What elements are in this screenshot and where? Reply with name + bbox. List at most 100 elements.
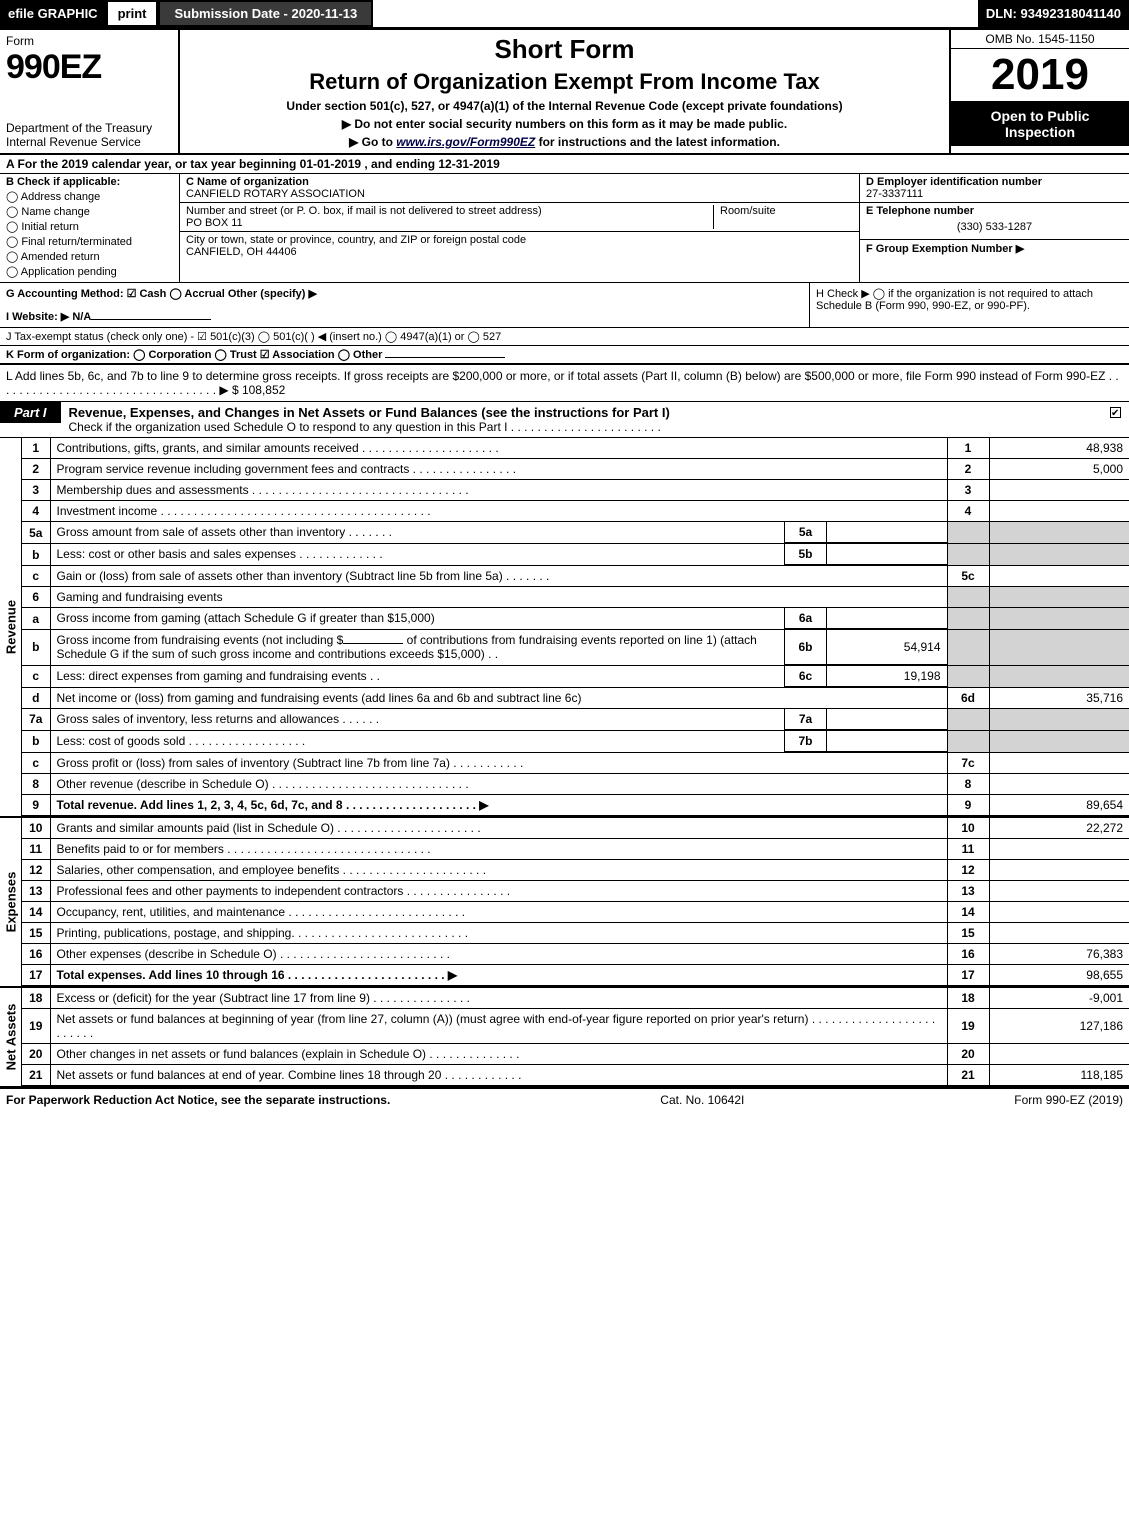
revenue-section: Revenue 1Contributions, gifts, grants, a… xyxy=(0,438,1129,818)
l17-num: 17 xyxy=(22,964,50,985)
net-assets-side-label: Net Assets xyxy=(0,988,22,1086)
row-ein: D Employer identification number 27-3337… xyxy=(860,174,1129,203)
line-3: 3Membership dues and assessments . . . .… xyxy=(22,480,1129,501)
line-6a: aGross income from gaming (attach Schedu… xyxy=(22,608,1129,630)
l10-desc: Grants and similar amounts paid (list in… xyxy=(50,818,947,839)
l6c-desc-wrap: Less: direct expenses from gaming and fu… xyxy=(50,665,947,687)
l7b-rshade xyxy=(947,730,989,752)
l6b-d1: Gross income from fundraising events (no… xyxy=(57,633,344,647)
part-1-title-text: Revenue, Expenses, and Changes in Net As… xyxy=(69,405,670,420)
l6b-desc: Gross income from fundraising events (no… xyxy=(51,630,785,664)
l8-rnum: 8 xyxy=(947,773,989,794)
l11-num: 11 xyxy=(22,838,50,859)
l6c-subln: 6c xyxy=(785,666,827,687)
l5c-val xyxy=(989,566,1129,587)
line-9: 9Total revenue. Add lines 1, 2, 3, 4, 5c… xyxy=(22,794,1129,815)
irs-link[interactable]: www.irs.gov/Form990EZ xyxy=(396,135,535,149)
paperwork-notice: For Paperwork Reduction Act Notice, see … xyxy=(6,1093,390,1107)
line-7b: bLess: cost of goods sold . . . . . . . … xyxy=(22,730,1129,752)
l4-num: 4 xyxy=(22,501,50,522)
revenue-side-label: Revenue xyxy=(0,438,22,816)
part-1-subtitle: Check if the organization used Schedule … xyxy=(69,420,1094,434)
expenses-side-label: Expenses xyxy=(0,818,22,986)
line-19: 19Net assets or fund balances at beginni… xyxy=(22,1008,1129,1043)
l6a-num: a xyxy=(22,608,50,630)
net-assets-section: Net Assets 18Excess or (deficit) for the… xyxy=(0,988,1129,1089)
l8-val xyxy=(989,773,1129,794)
l8-desc: Other revenue (describe in Schedule O) .… xyxy=(50,773,947,794)
l20-num: 20 xyxy=(22,1043,50,1064)
chk-final[interactable]: ◯ Final return/terminated xyxy=(6,235,173,248)
l10-num: 10 xyxy=(22,818,50,839)
line-15: 15Printing, publications, postage, and s… xyxy=(22,922,1129,943)
l6b-num: b xyxy=(22,630,50,666)
l14-desc: Occupancy, rent, utilities, and maintena… xyxy=(50,901,947,922)
city-label: City or town, state or province, country… xyxy=(186,234,526,246)
l6a-subval xyxy=(827,608,947,629)
l2-val: 5,000 xyxy=(989,459,1129,480)
l14-val xyxy=(989,901,1129,922)
line-7a: 7aGross sales of inventory, less returns… xyxy=(22,708,1129,730)
goto-prefix: ▶ Go to xyxy=(349,135,396,149)
l5c-rnum: 5c xyxy=(947,566,989,587)
l13-rnum: 13 xyxy=(947,880,989,901)
line-5b: bLess: cost or other basis and sales exp… xyxy=(22,544,1129,566)
l3-desc: Membership dues and assessments . . . . … xyxy=(50,480,947,501)
l21-val: 118,185 xyxy=(989,1064,1129,1085)
print-button[interactable]: print xyxy=(106,0,159,27)
g-accounting: G Accounting Method: ☑ Cash ◯ Accrual Ot… xyxy=(6,287,803,300)
l17-desc: Total expenses. Add lines 10 through 16 … xyxy=(50,964,947,985)
l19-val: 127,186 xyxy=(989,1008,1129,1043)
line-8: 8Other revenue (describe in Schedule O) … xyxy=(22,773,1129,794)
l3-rnum: 3 xyxy=(947,480,989,501)
row-h: H Check ▶ ◯ if the organization is not r… xyxy=(809,283,1129,327)
l6-desc: Gaming and fundraising events xyxy=(50,587,947,608)
line-17: 17Total expenses. Add lines 10 through 1… xyxy=(22,964,1129,985)
l6c-subval: 19,198 xyxy=(827,666,947,687)
l11-val xyxy=(989,838,1129,859)
form-number: 990EZ xyxy=(6,48,172,87)
row-g: G Accounting Method: ☑ Cash ◯ Accrual Ot… xyxy=(0,283,809,327)
chk-name[interactable]: ◯ Name change xyxy=(6,205,173,218)
l6b-desc-wrap: Gross income from fundraising events (no… xyxy=(50,630,947,666)
l9-num: 9 xyxy=(22,794,50,815)
l6a-desc: Gross income from gaming (attach Schedul… xyxy=(51,608,785,629)
tax-year: 2019 xyxy=(951,49,1129,102)
l13-num: 13 xyxy=(22,880,50,901)
l7b-desc-wrap: Less: cost of goods sold . . . . . . . .… xyxy=(50,730,947,752)
l13-desc: Professional fees and other payments to … xyxy=(50,880,947,901)
part-1-tag: Part I xyxy=(0,402,61,423)
l6a-subln: 6a xyxy=(785,608,827,629)
l12-rnum: 12 xyxy=(947,859,989,880)
line-10: 10Grants and similar amounts paid (list … xyxy=(22,818,1129,839)
top-left-buttons: efile GRAPHIC print xyxy=(0,0,158,27)
efile-label: efile GRAPHIC xyxy=(0,0,106,27)
l17-val: 98,655 xyxy=(989,964,1129,985)
part-1-checkbox[interactable] xyxy=(1102,402,1129,422)
line-12: 12Salaries, other compensation, and empl… xyxy=(22,859,1129,880)
form-ref: Form 990-EZ (2019) xyxy=(1014,1093,1123,1107)
row-j: J Tax-exempt status (check only one) - ☑… xyxy=(0,328,1129,346)
short-form-title: Short Form xyxy=(190,34,939,65)
l6-rshade xyxy=(947,587,989,608)
chk-amended[interactable]: ◯ Amended return xyxy=(6,250,173,263)
line-6c: cLess: direct expenses from gaming and f… xyxy=(22,665,1129,687)
room-suite: Room/suite xyxy=(713,205,853,229)
l7a-subln: 7a xyxy=(785,709,827,730)
row-i: I Website: ▶ N/A xyxy=(6,310,803,323)
chk-initial[interactable]: ◯ Initial return xyxy=(6,220,173,233)
line-20: 20Other changes in net assets or fund ba… xyxy=(22,1043,1129,1064)
row-city: City or town, state or province, country… xyxy=(180,232,859,260)
l13-val xyxy=(989,880,1129,901)
l9-val: 89,654 xyxy=(989,794,1129,815)
chk-final-label: Final return/terminated xyxy=(21,236,132,248)
chk-pending[interactable]: ◯ Application pending xyxy=(6,265,173,278)
header-right: OMB No. 1545-1150 2019 Open to Public In… xyxy=(949,30,1129,153)
l15-desc: Printing, publications, postage, and shi… xyxy=(50,922,947,943)
revenue-rot-label: Revenue xyxy=(3,600,18,654)
l7b-desc: Less: cost of goods sold . . . . . . . .… xyxy=(51,731,785,752)
row-phone: E Telephone number (330) 533-1287 xyxy=(860,203,1129,240)
chk-address[interactable]: ◯ Address change xyxy=(6,190,173,203)
line-16: 16Other expenses (describe in Schedule O… xyxy=(22,943,1129,964)
l6c-desc: Less: direct expenses from gaming and fu… xyxy=(51,666,785,687)
